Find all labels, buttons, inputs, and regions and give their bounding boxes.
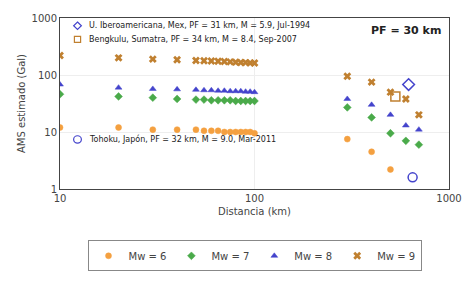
svg-text:Distancia (km): Distancia (km)	[218, 206, 291, 217]
svg-text:10: 10	[54, 193, 67, 204]
svg-text:Bengkulu, Sumatra, PF = 34 km,: Bengkulu, Sumatra, PF = 34 km, M = 8.4, …	[89, 35, 297, 44]
svg-text:1000: 1000	[436, 193, 461, 204]
svg-text:10: 10	[44, 127, 57, 138]
svg-text:1000: 1000	[32, 13, 57, 24]
svg-text:Mw = 9: Mw = 9	[377, 251, 415, 262]
svg-text:AMS estimado (Gal): AMS estimado (Gal)	[16, 54, 27, 153]
svg-text:PF = 30 km: PF = 30 km	[371, 24, 441, 37]
svg-text:100: 100	[38, 70, 57, 81]
svg-text:Mw = 8: Mw = 8	[294, 251, 332, 262]
svg-text:1: 1	[51, 184, 57, 195]
svg-text:100: 100	[245, 193, 264, 204]
svg-text:Mw = 6: Mw = 6	[129, 251, 167, 262]
svg-text:Tohoku, Japón, PF = 32 km, M =: Tohoku, Japón, PF = 32 km, M = 9.0, Mar-…	[89, 134, 276, 144]
svg-text:Mw = 7: Mw = 7	[211, 251, 249, 262]
svg-text:U. Iberoamericana, Mex, PF = 3: U. Iberoamericana, Mex, PF = 31 km, M = …	[89, 21, 310, 30]
